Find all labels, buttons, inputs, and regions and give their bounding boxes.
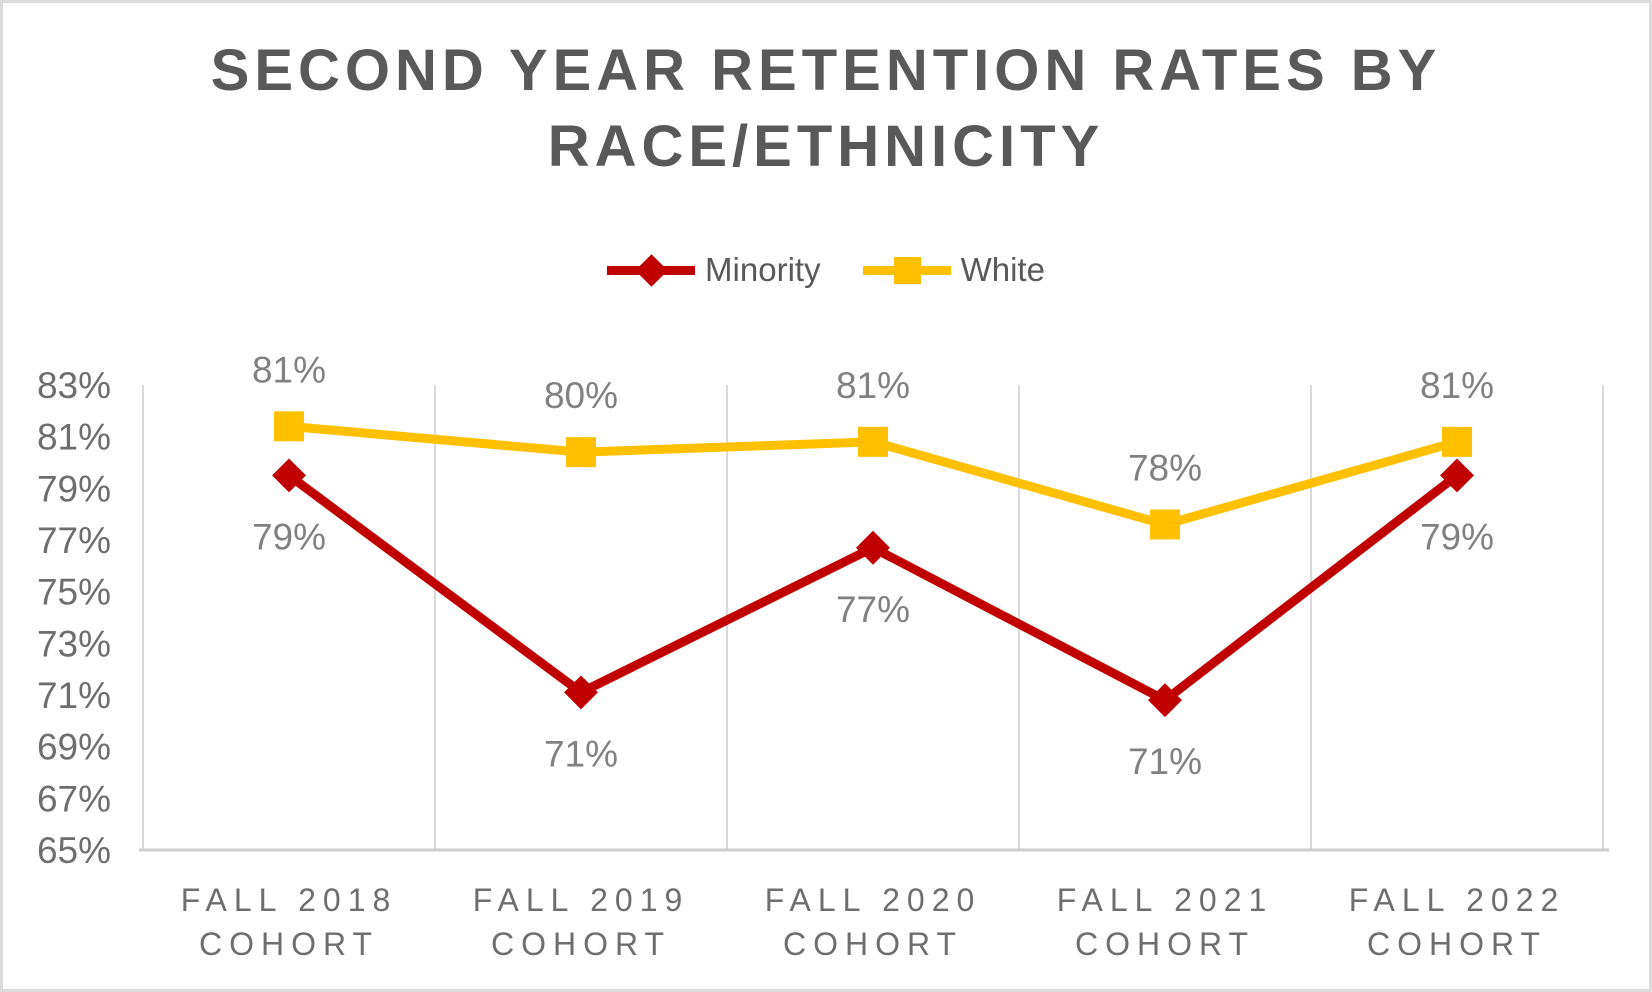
y-axis-tick-label: 65% xyxy=(37,830,111,871)
x-axis-label-line1: FALL 2019 xyxy=(473,882,690,918)
x-axis-label-line1: FALL 2022 xyxy=(1349,882,1566,918)
marker-square-white xyxy=(274,411,304,442)
data-label-white: 81% xyxy=(836,365,910,406)
y-axis-tick-label: 77% xyxy=(37,520,111,561)
x-axis-label-line2: COHORT xyxy=(1075,926,1255,962)
y-axis-tick-label: 71% xyxy=(37,675,111,716)
data-label-white: 80% xyxy=(544,375,618,416)
data-label-minority: 71% xyxy=(1128,741,1202,782)
legend-label-white: White xyxy=(960,251,1045,288)
y-axis-tick-label: 79% xyxy=(37,468,111,509)
white-square-marker-icon xyxy=(893,256,921,284)
chart-title-line-1: SECOND YEAR RETENTION RATES BY xyxy=(210,38,1442,103)
chart-title: SECOND YEAR RETENTION RATES BY RACE/ETHN… xyxy=(3,33,1649,185)
data-label-minority: 79% xyxy=(1420,516,1494,557)
marker-square-white xyxy=(566,437,596,468)
legend-item-minority: Minority xyxy=(607,251,821,289)
data-label-white: 78% xyxy=(1128,448,1202,489)
x-axis-label-line2: COHORT xyxy=(783,926,963,962)
data-label-white: 81% xyxy=(252,349,326,390)
legend-label-minority: Minority xyxy=(705,251,821,288)
marker-square-white xyxy=(1150,509,1180,540)
white-series-swatch xyxy=(862,256,951,284)
y-axis-tick-label: 81% xyxy=(37,417,111,458)
y-axis-tick-label: 75% xyxy=(37,572,111,613)
data-label-minority: 77% xyxy=(836,589,910,630)
marker-diamond-minority xyxy=(1440,458,1474,493)
y-axis-tick-label: 69% xyxy=(37,727,111,768)
y-axis-tick-label: 73% xyxy=(37,623,111,664)
x-axis-label-line1: FALL 2021 xyxy=(1057,882,1274,918)
legend: Minority White xyxy=(3,251,1649,289)
x-axis-label-line1: FALL 2020 xyxy=(765,882,982,918)
y-axis-tick-label: 83% xyxy=(37,365,111,406)
data-label-minority: 79% xyxy=(252,516,326,557)
marker-diamond-minority xyxy=(856,530,890,565)
x-axis-label-line1: FALL 2018 xyxy=(181,882,398,918)
data-label-minority: 71% xyxy=(544,733,618,774)
x-axis-label-line2: COHORT xyxy=(1367,926,1547,962)
data-label-white: 81% xyxy=(1420,365,1494,406)
plot-area: 83% 81% 79% 77% 75% 73% 71% 69% 67% 65% FALL 2018 C… xyxy=(37,349,1609,962)
x-axis-label-line2: COHORT xyxy=(491,926,671,962)
marker-diamond-minority xyxy=(1148,683,1182,718)
legend-item-white: White xyxy=(862,251,1045,289)
chart-title-line-2: RACE/ETHNICITY xyxy=(547,114,1105,179)
y-axis-tick-label: 67% xyxy=(37,778,111,819)
minority-series-swatch xyxy=(607,253,696,287)
marker-square-white xyxy=(1442,426,1472,457)
x-axis-label-line2: COHORT xyxy=(199,926,379,962)
marker-square-white xyxy=(858,426,888,457)
